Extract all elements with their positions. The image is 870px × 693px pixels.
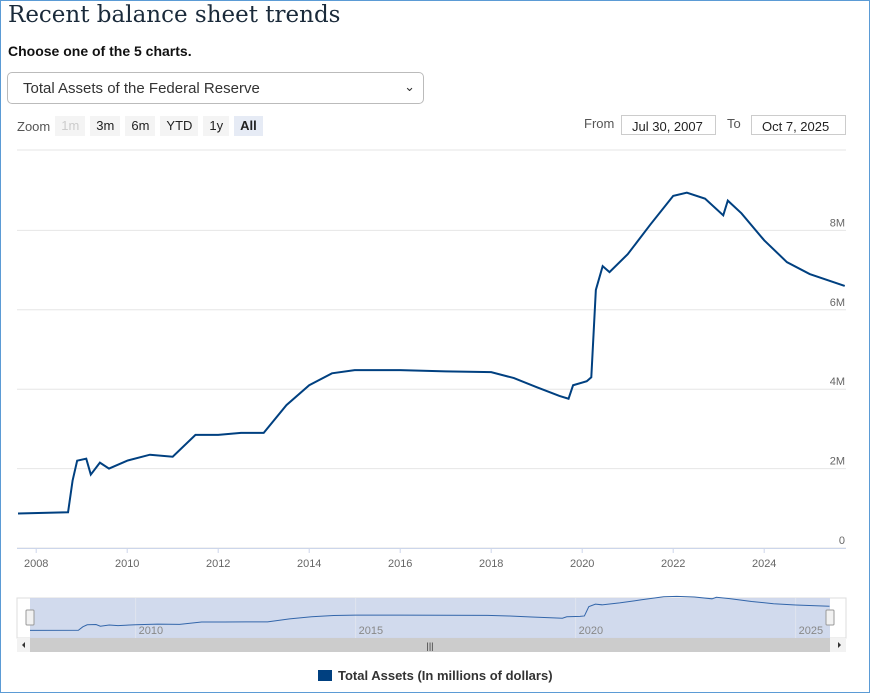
navigator-handle[interactable]	[25, 609, 35, 626]
y-tick-label: 6M	[830, 297, 845, 309]
legend-label: Total Assets (In millions of dollars)	[338, 668, 553, 683]
zoom-bar: Zoom 1m 3m 6m YTD 1y All	[17, 116, 263, 136]
x-tick-label: 2014	[297, 558, 321, 570]
subtitle: Choose one of the 5 charts.	[8, 43, 192, 59]
x-tick-label: 2020	[570, 558, 594, 570]
x-tick-label: 2010	[115, 558, 139, 570]
x-tick-label: 2022	[661, 558, 685, 570]
scrollbar-thumb[interactable]	[30, 638, 830, 652]
chart-select[interactable]: Total Assets of the Federal Reserve ⌄	[7, 72, 424, 104]
navigator-tick-label: 2020	[579, 625, 603, 637]
x-tick-label: 2016	[388, 558, 412, 570]
x-tick-label: 2024	[752, 558, 776, 570]
page-title: Recent balance sheet trends	[8, 2, 341, 28]
x-tick-label: 2008	[24, 558, 48, 570]
zoom-3m-button[interactable]: 3m	[90, 116, 121, 136]
x-tick-label: 2018	[479, 558, 503, 570]
legend-item[interactable]: Total Assets (In millions of dollars)	[318, 668, 553, 683]
series-line	[17, 191, 846, 515]
scroll-right-icon[interactable]	[838, 642, 841, 648]
legend-swatch	[318, 670, 332, 681]
y-tick-label: 0	[839, 535, 845, 547]
zoom-1y-button[interactable]: 1y	[203, 116, 230, 136]
scrollbar-grip-icon: |||	[426, 641, 433, 651]
navigator-tick-label: 2010	[139, 625, 163, 637]
x-tick-label: 2012	[206, 558, 230, 570]
y-tick-label: 2M	[830, 456, 845, 468]
navigator-tick-label: 2025	[799, 625, 823, 637]
from-date-input[interactable]: Jul 30, 2007	[621, 115, 716, 135]
zoom-1m-button[interactable]: 1m	[55, 116, 86, 136]
navigator-series	[29, 595, 830, 631]
zoom-all-button[interactable]: All	[234, 116, 263, 136]
y-tick-label: 8M	[830, 217, 845, 229]
scroll-left-icon[interactable]	[22, 642, 25, 648]
zoom-label: Zoom	[17, 118, 51, 134]
to-date-input[interactable]: Oct 7, 2025	[751, 115, 846, 135]
navigator-tick-label: 2015	[359, 625, 383, 637]
from-label: From	[584, 116, 615, 131]
chevron-down-icon: ⌄	[404, 79, 415, 94]
zoom-6m-button[interactable]: 6m	[125, 116, 156, 136]
to-label: To	[727, 116, 741, 131]
y-tick-label: 4M	[830, 376, 845, 388]
navigator-handle[interactable]	[825, 609, 835, 626]
chart-select-value: Total Assets of the Federal Reserve	[23, 80, 260, 97]
navigator-selection[interactable]	[30, 598, 830, 638]
zoom-ytd-button[interactable]: YTD	[160, 116, 199, 136]
